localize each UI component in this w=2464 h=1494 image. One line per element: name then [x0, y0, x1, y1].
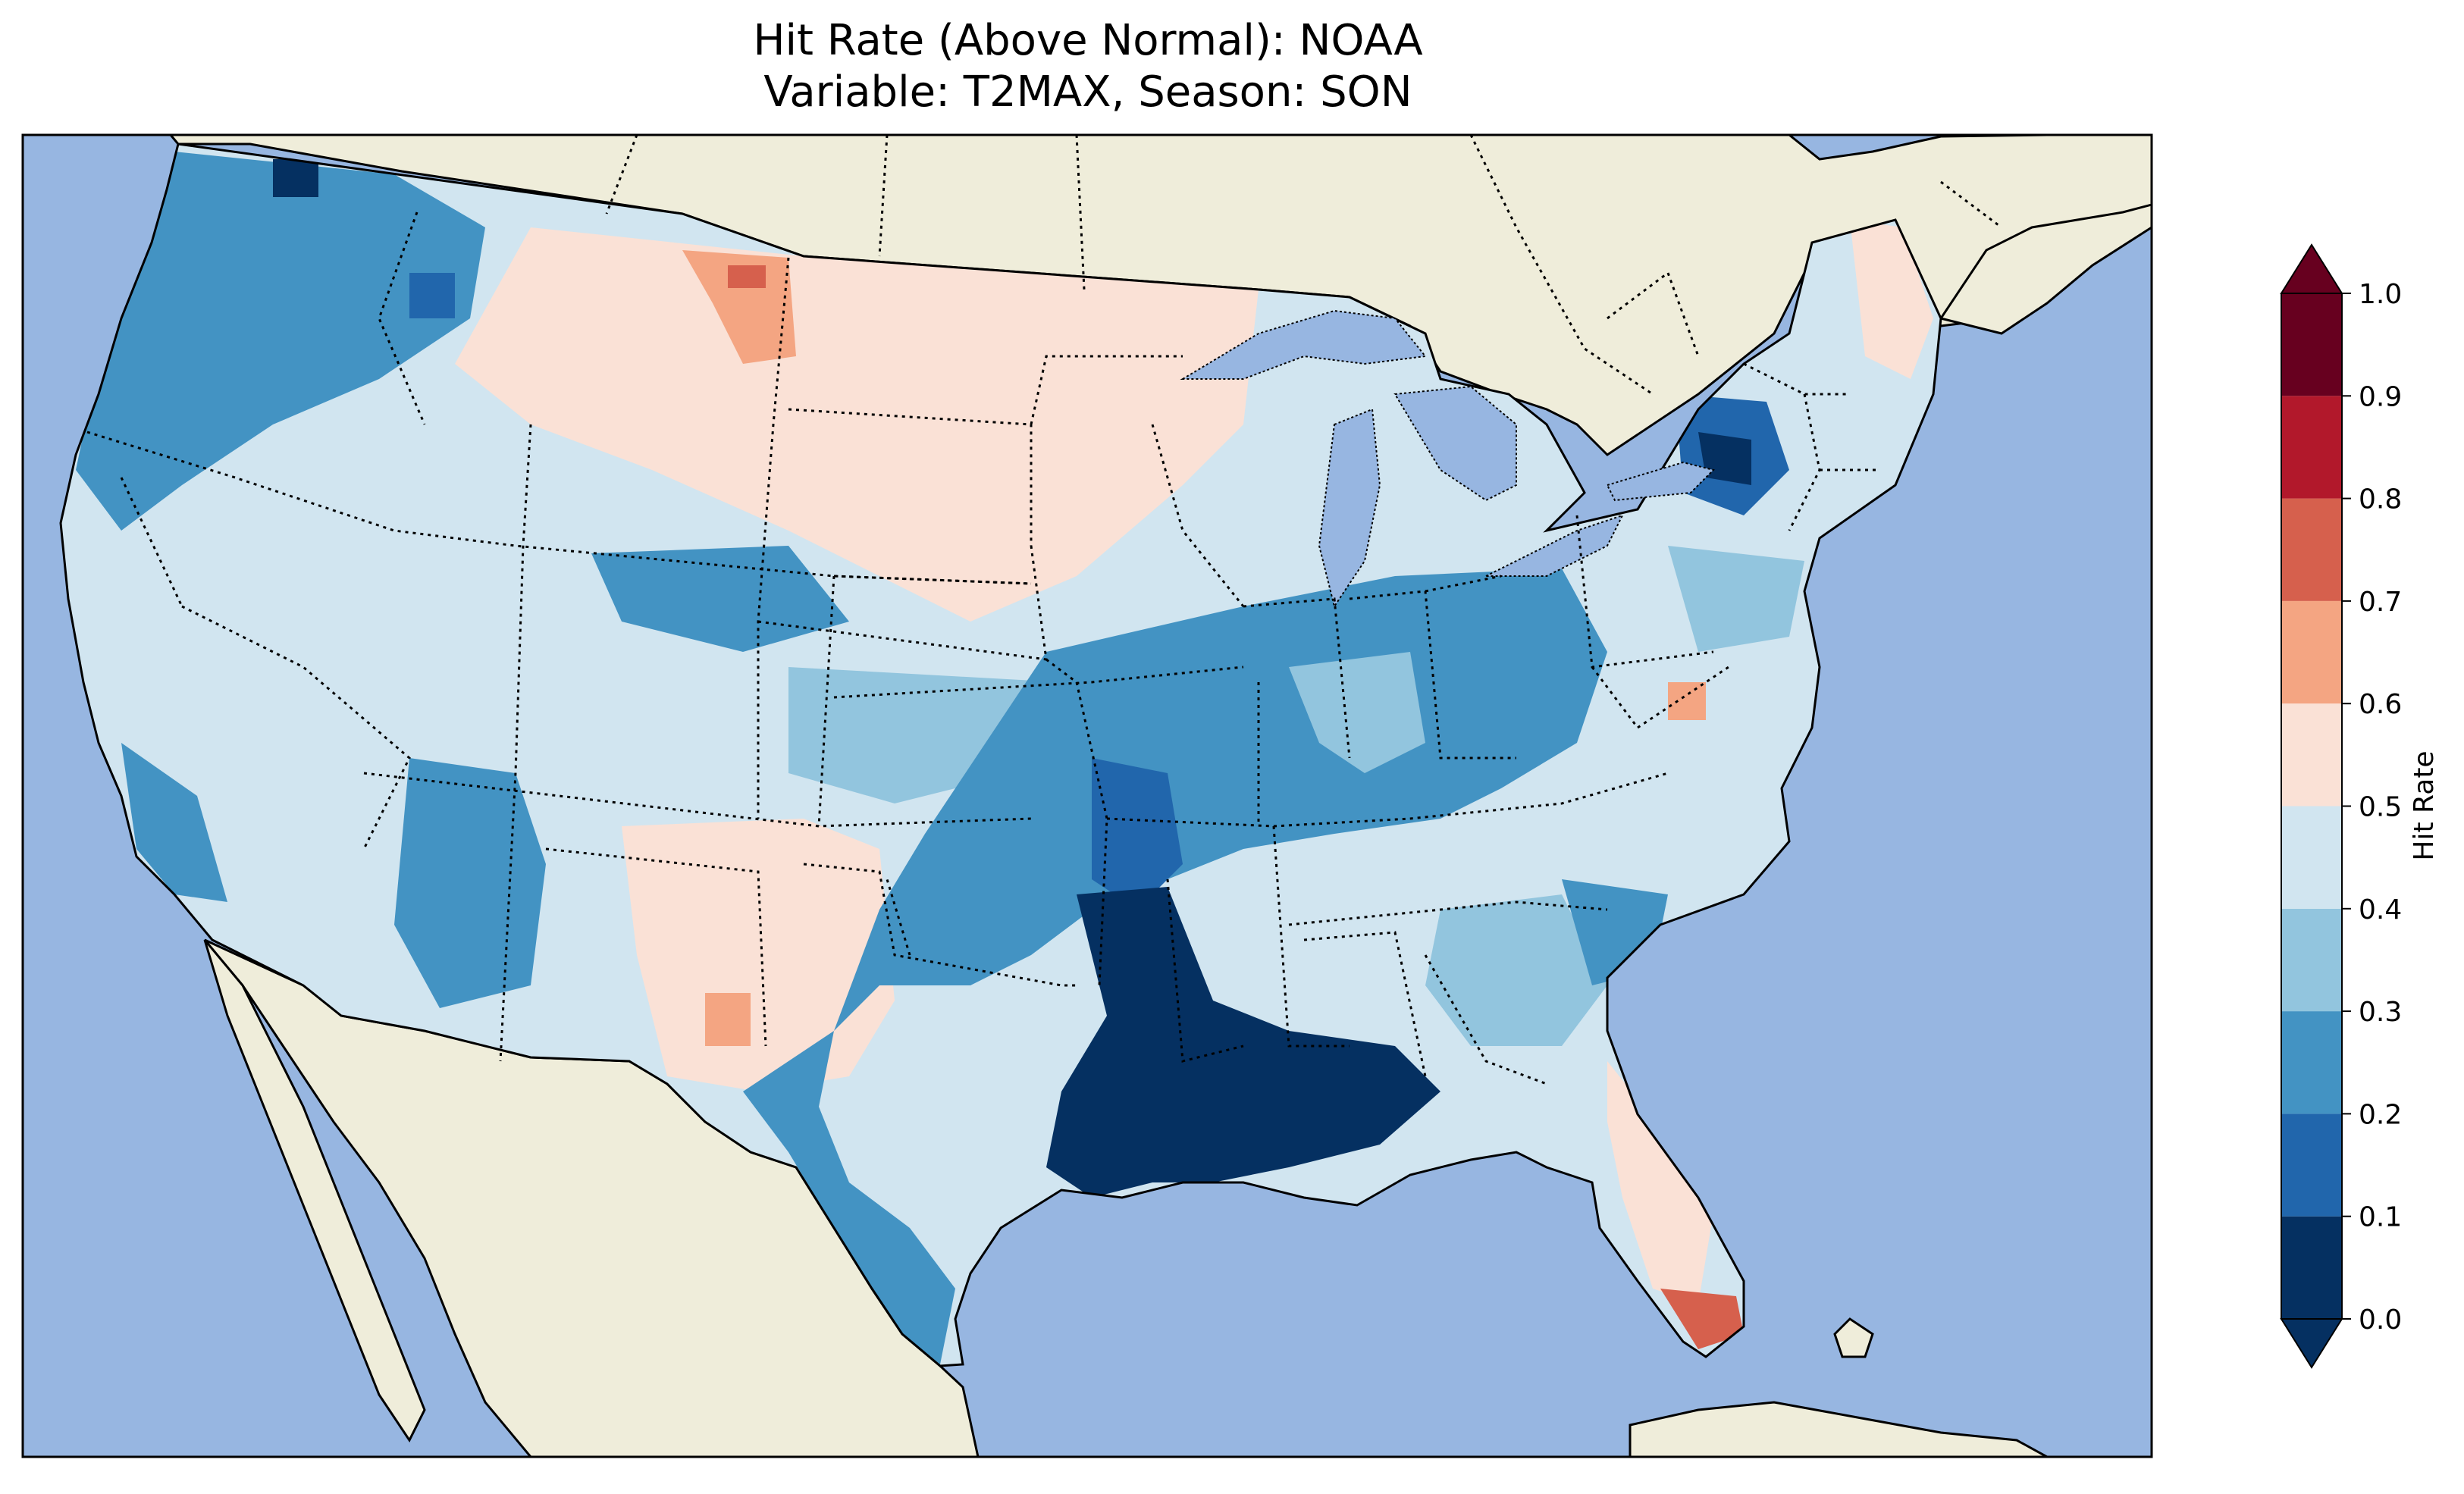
colorbar-bin [2281, 1011, 2342, 1114]
baja-landmass [203, 939, 426, 1442]
colorbar-tick-label: 1.0 [2359, 279, 2402, 310]
colorbar-bin [2281, 1113, 2342, 1217]
colorbar-bin [2281, 293, 2342, 396]
colorbar-label: Hit Rate [2409, 750, 2440, 860]
lake-ontario [1606, 461, 1715, 502]
colorbar-tick-label: 0.4 [2359, 894, 2402, 926]
maritimes-landmass [1939, 203, 2152, 335]
state-boundaries [86, 211, 1880, 1085]
colorbar-over-arrow [2280, 243, 2343, 294]
colorbar-bin [2281, 600, 2342, 704]
us-coastline [59, 143, 1942, 1367]
lake-superior [1180, 309, 1427, 380]
colorbar-tick-label: 0.5 [2359, 792, 2402, 823]
colorbar-tick-label: 0.7 [2359, 587, 2402, 618]
map-title-line2: Variable: T2MAX, Season: SON [763, 67, 1412, 117]
colorbar-tick-label: 0.1 [2359, 1202, 2402, 1233]
map-frame [21, 133, 2153, 1458]
colorbar-bin [2281, 908, 2342, 1012]
colorbar-bin [2281, 396, 2342, 499]
province-boundaries [605, 135, 2002, 396]
colorbar-bin [2281, 1216, 2342, 1319]
map-title-line1: Hit Rate (Above Normal): NOAA [753, 16, 1423, 65]
cuba-landmass [1629, 1401, 2048, 1457]
colorbar-tick-label: 0.8 [2359, 484, 2402, 515]
lake-huron [1393, 385, 1517, 502]
colorbar-ticks: 0.0 0.1 0.2 0.3 0.4 0.5 0.6 0.7 0.8 0.9 1.0 [2342, 279, 2402, 1336]
colorbar-tick-label: 0.0 [2359, 1305, 2402, 1336]
bahamas-island [1833, 1317, 1874, 1358]
colorbar-bin [2281, 703, 2342, 807]
colorbar-under-arrow [2280, 1318, 2343, 1369]
colorbar-bins [2281, 293, 2342, 1319]
lake-michigan [1318, 408, 1381, 609]
colorbar-tick-label: 0.6 [2359, 689, 2402, 720]
colorbar-tick-label: 0.9 [2359, 381, 2402, 412]
colorbar-tick-label: 0.3 [2359, 997, 2402, 1028]
colorbar-tick-label: 0.2 [2359, 1099, 2402, 1130]
colorbar-bin [2281, 498, 2342, 601]
great-lakes [1180, 309, 1715, 609]
colorbar-bin [2281, 806, 2342, 909]
lake-erie [1485, 514, 1624, 577]
